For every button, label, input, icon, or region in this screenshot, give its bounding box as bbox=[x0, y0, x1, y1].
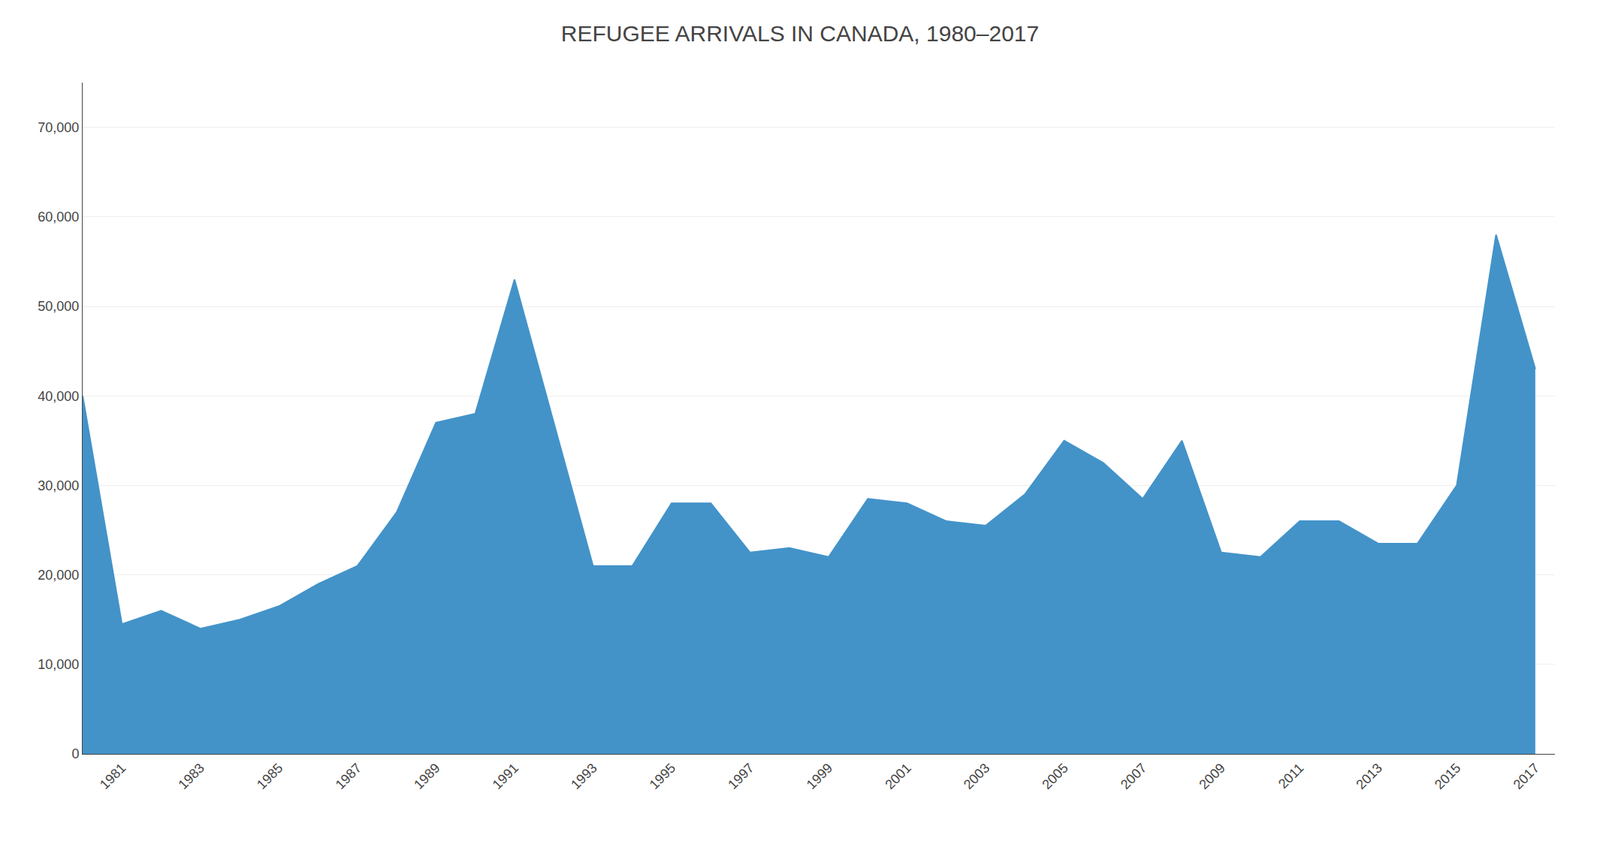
svg-text:1993: 1993 bbox=[567, 760, 600, 793]
svg-text:0: 0 bbox=[71, 746, 79, 762]
svg-text:REFUGEE ARRIVALS IN CANADA, 19: REFUGEE ARRIVALS IN CANADA, 1980–2017 bbox=[561, 21, 1039, 46]
svg-text:2017: 2017 bbox=[1510, 760, 1543, 793]
svg-text:30,000: 30,000 bbox=[37, 478, 79, 494]
svg-text:1995: 1995 bbox=[646, 760, 679, 793]
svg-text:2011: 2011 bbox=[1275, 760, 1308, 793]
svg-text:2001: 2001 bbox=[881, 760, 914, 793]
svg-text:20,000: 20,000 bbox=[37, 567, 79, 583]
svg-text:2013: 2013 bbox=[1353, 760, 1386, 793]
svg-text:2009: 2009 bbox=[1195, 760, 1228, 793]
svg-text:1997: 1997 bbox=[724, 760, 757, 793]
svg-text:70,000: 70,000 bbox=[37, 120, 79, 136]
svg-text:2003: 2003 bbox=[960, 760, 993, 793]
svg-text:1991: 1991 bbox=[489, 760, 522, 793]
svg-text:2005: 2005 bbox=[1038, 760, 1071, 793]
svg-text:10,000: 10,000 bbox=[37, 657, 79, 673]
svg-text:1989: 1989 bbox=[410, 760, 443, 793]
svg-text:2007: 2007 bbox=[1117, 760, 1150, 793]
svg-text:2015: 2015 bbox=[1431, 760, 1464, 793]
svg-text:1981: 1981 bbox=[96, 760, 129, 793]
svg-text:1983: 1983 bbox=[175, 760, 208, 793]
svg-text:1985: 1985 bbox=[253, 760, 286, 793]
svg-text:1999: 1999 bbox=[803, 760, 836, 793]
svg-text:40,000: 40,000 bbox=[37, 389, 79, 405]
svg-text:60,000: 60,000 bbox=[37, 209, 79, 225]
svg-text:1987: 1987 bbox=[332, 760, 365, 793]
svg-text:50,000: 50,000 bbox=[37, 298, 79, 314]
